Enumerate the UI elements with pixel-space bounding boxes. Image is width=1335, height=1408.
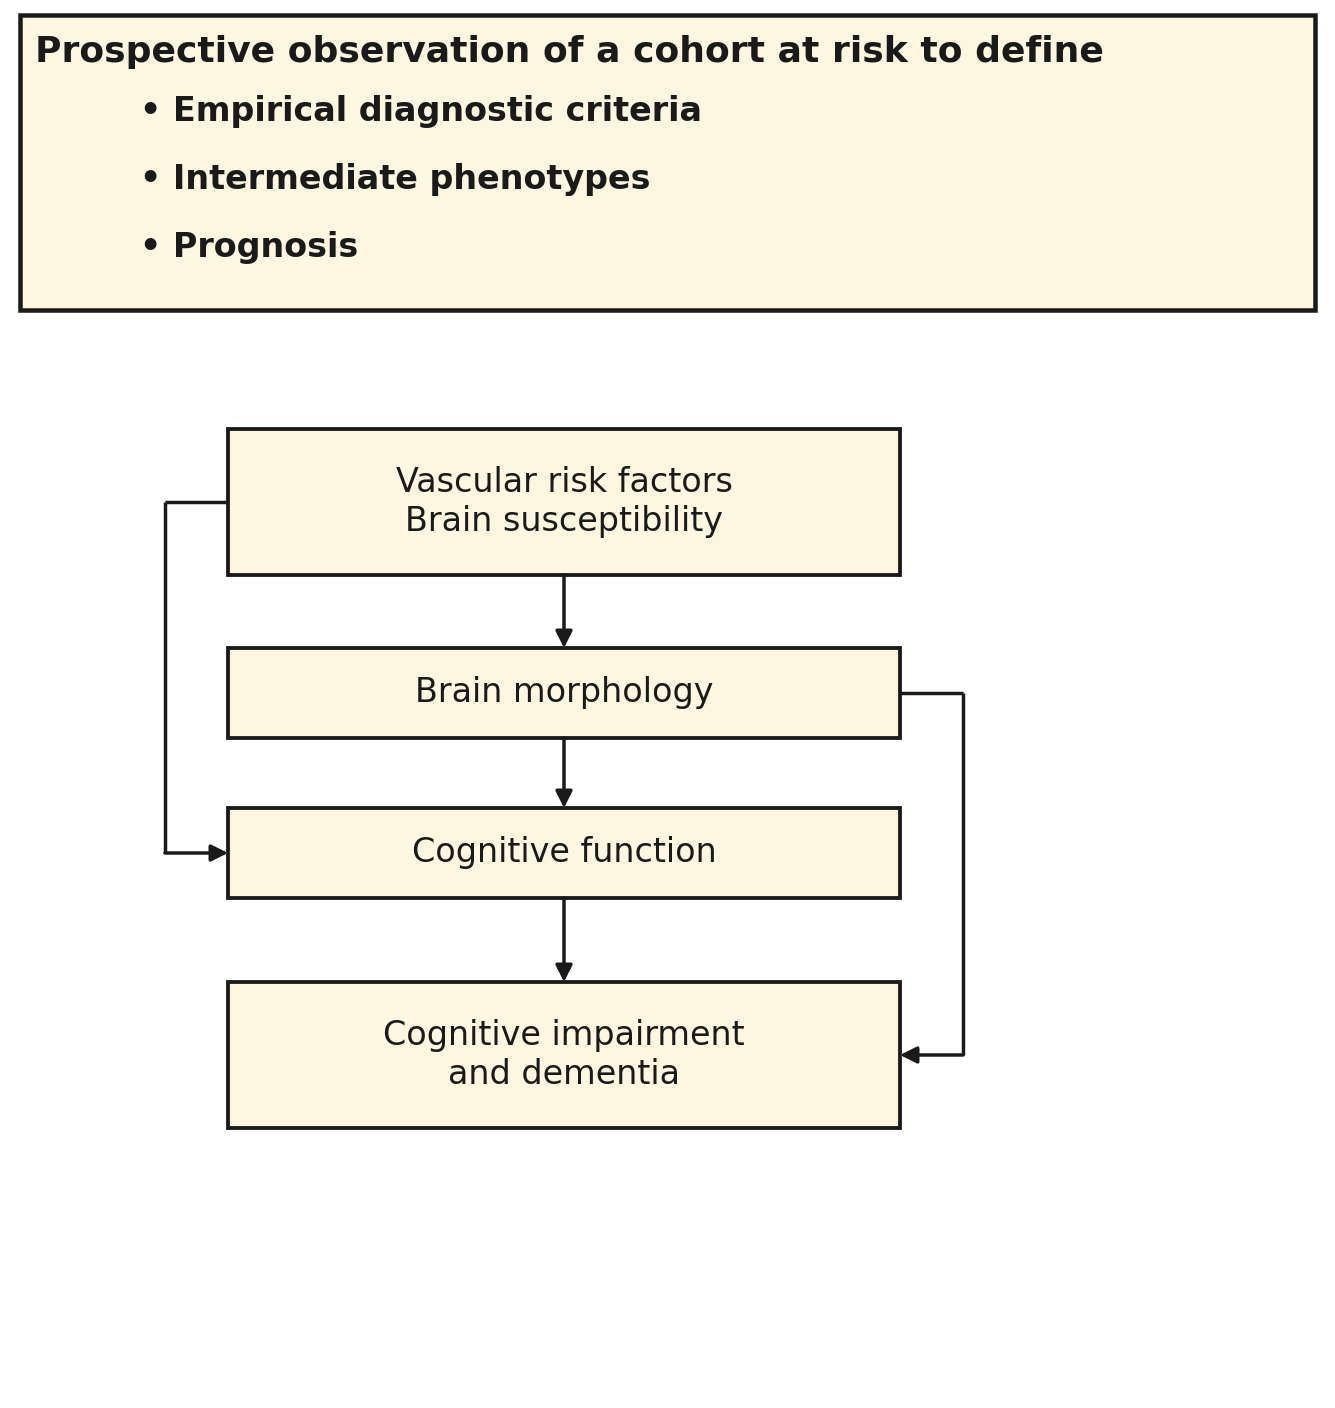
Text: Cognitive impairment
and dementia: Cognitive impairment and dementia [383,1019,745,1091]
Text: • Prognosis: • Prognosis [140,231,358,263]
Text: Brain morphology: Brain morphology [415,676,713,710]
Bar [228,648,900,738]
Bar [228,981,900,1128]
Text: • Empirical diagnostic criteria: • Empirical diagnostic criteria [140,94,702,128]
Text: Cognitive function: Cognitive function [411,836,717,870]
Bar [20,15,1315,310]
Bar [228,808,900,898]
Text: • Intermediate phenotypes: • Intermediate phenotypes [140,163,650,196]
Text: Vascular risk factors
Brain susceptibility: Vascular risk factors Brain susceptibili… [395,466,733,538]
Text: Prospective observation of a cohort at risk to define: Prospective observation of a cohort at r… [35,35,1104,69]
Bar [228,429,900,574]
